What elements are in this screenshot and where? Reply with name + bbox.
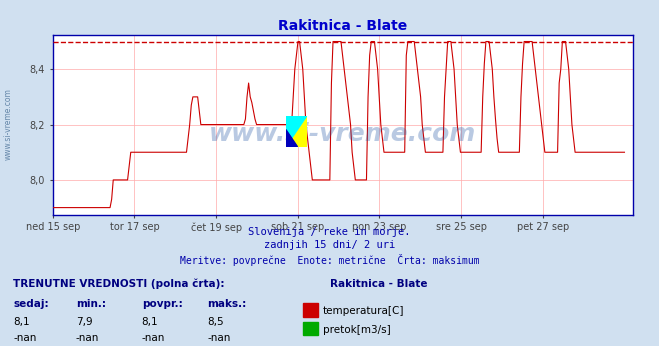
Text: -nan: -nan	[142, 333, 165, 343]
Text: -nan: -nan	[208, 333, 231, 343]
Text: min.:: min.:	[76, 299, 106, 309]
Text: temperatura[C]: temperatura[C]	[323, 307, 405, 316]
Polygon shape	[286, 116, 307, 147]
Text: 8,1: 8,1	[13, 317, 30, 327]
Text: TRENUTNE VREDNOSTI (polna črta):: TRENUTNE VREDNOSTI (polna črta):	[13, 279, 225, 289]
Text: Slovenija / reke in morje.: Slovenija / reke in morje.	[248, 227, 411, 237]
Text: 8,5: 8,5	[208, 317, 224, 327]
Text: maks.:: maks.:	[208, 299, 247, 309]
Title: Rakitnica - Blate: Rakitnica - Blate	[278, 19, 407, 34]
Text: 7,9: 7,9	[76, 317, 92, 327]
Text: -nan: -nan	[76, 333, 99, 343]
Text: -nan: -nan	[13, 333, 36, 343]
Text: www.si-vreme.com: www.si-vreme.com	[209, 121, 476, 146]
Text: povpr.:: povpr.:	[142, 299, 183, 309]
Polygon shape	[286, 116, 307, 147]
Polygon shape	[286, 130, 297, 147]
Text: Rakitnica - Blate: Rakitnica - Blate	[330, 279, 427, 289]
Text: 8,1: 8,1	[142, 317, 158, 327]
Text: pretok[m3/s]: pretok[m3/s]	[323, 325, 391, 335]
Text: zadnjih 15 dni/ 2 uri: zadnjih 15 dni/ 2 uri	[264, 240, 395, 251]
Text: Meritve: povprečne  Enote: metrične  Črta: maksimum: Meritve: povprečne Enote: metrične Črta:…	[180, 254, 479, 266]
Text: www.si-vreme.com: www.si-vreme.com	[3, 89, 13, 161]
Text: sedaj:: sedaj:	[13, 299, 49, 309]
